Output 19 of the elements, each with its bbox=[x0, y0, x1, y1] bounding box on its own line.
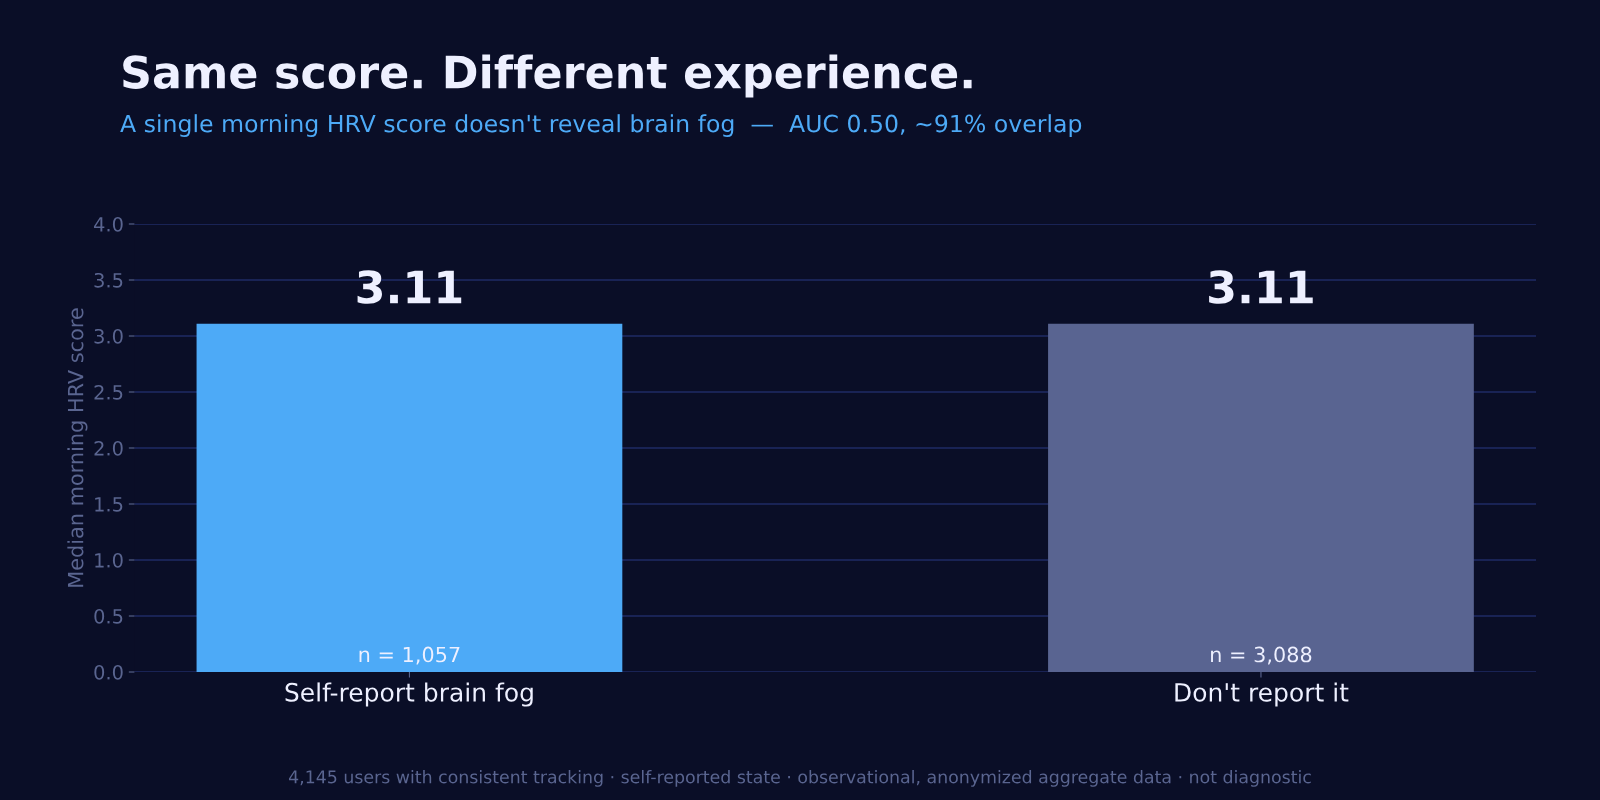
y-tick-label: 3.5 bbox=[94, 272, 123, 288]
x-tick-label: Don't report it bbox=[1175, 682, 1349, 707]
y-tick-label: 2.5 bbox=[94, 384, 123, 400]
data-label: 3.11 bbox=[357, 270, 462, 304]
annotation: n = 1,057 bbox=[359, 646, 460, 665]
x-tick-label: Self-report brain fog bbox=[285, 682, 533, 707]
y-tick-label: 1.5 bbox=[95, 497, 123, 512]
y-tick-label: 2.0 bbox=[94, 440, 123, 456]
chart-subtitle: A single morning HRV score doesn't reveal brain fog — AUC 0.50, ~91% overlap bbox=[120, 114, 1082, 138]
text: 4,145 users with consistent tracking · self-reported state · observational, anonymized aggregate data · not diagnostic bbox=[288, 770, 1311, 787]
chart-title: Same score. Different experience. bbox=[123, 54, 972, 98]
y-tick-label: 4.0 bbox=[94, 216, 123, 232]
y-tick-label: 0.0 bbox=[94, 664, 123, 680]
y-tick-label: 3.0 bbox=[94, 328, 123, 344]
y-tick-label: 1.0 bbox=[95, 552, 123, 568]
data-label: 3.11 bbox=[1209, 270, 1313, 304]
y-tick-label: 0.5 bbox=[94, 608, 123, 624]
annotation: n = 3,088 bbox=[1211, 646, 1312, 665]
y-axis-title: Median morning HRV score bbox=[67, 308, 88, 587]
